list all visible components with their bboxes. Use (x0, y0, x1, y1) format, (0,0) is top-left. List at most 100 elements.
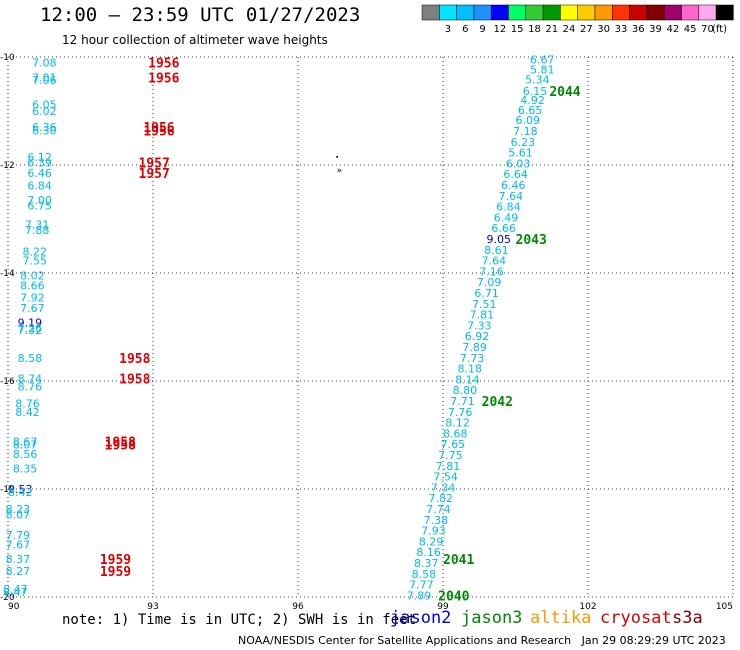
swh-label-west-track: 8.66 (20, 279, 45, 292)
swh-label-west-track: 6.05 (32, 99, 57, 112)
swh-label-west-track: 7.55 (23, 255, 48, 268)
page-title: 12:00 – 23:59 UTC 01/27/2023 (40, 4, 361, 26)
swh-label-west-track: 8.56 (13, 448, 38, 461)
swh-label-east-track: 8.12 (445, 417, 470, 430)
time-label-west-track: 1958 (105, 439, 136, 454)
swh-label-west-track: 6.36 (32, 121, 57, 134)
swh-label-west-track: 7.79 (6, 529, 31, 542)
swh-label-west-track: 6.30 (32, 124, 57, 137)
legend-tick-label: 15 (511, 24, 524, 35)
swh-label-west-track: 7.92 (20, 291, 45, 304)
swh-label-east-track: 5.61 (508, 147, 533, 160)
swh-label-east-track: 8.68 (443, 427, 468, 440)
swh-label-east-track: 6.67 (530, 54, 555, 67)
latitude-tick-label: -20 (0, 593, 15, 603)
swh-label-east-track: 9.05 (487, 233, 512, 246)
swh-label-east-track: 8.37 (414, 557, 439, 570)
swh-label-east-track: 7.65 (441, 438, 466, 451)
swh-label-east-track: 7.74 (426, 503, 451, 516)
swh-label-west-track: 6.75 (27, 200, 52, 213)
swh-label-east-track: 6.71 (474, 287, 499, 300)
swh-label-east-track: 7.71 (450, 395, 475, 408)
time-label-west-track: 1956 (148, 56, 179, 71)
legend-tick-label: 42 (666, 24, 679, 35)
time-label-west-track: 1959 (100, 553, 131, 568)
legend-tick-label: 45 (684, 24, 697, 35)
swh-label-east-track: 6.23 (511, 136, 535, 149)
swh-label-west-track: 8.22 (23, 245, 48, 258)
swh-label-east-track: 7.34 (431, 481, 456, 494)
swh-label-west-track: 9.19 (18, 317, 42, 330)
swh-label-east-track: 7.54 (433, 471, 458, 484)
swh-label-east-track: 7.75 (438, 449, 463, 462)
legend-tick-label: 70 (701, 24, 714, 35)
swh-label-west-track: 6.46 (27, 167, 52, 180)
swh-label-west-track: 8.76 (18, 380, 42, 393)
swh-label-east-track: 7.38 (424, 514, 449, 527)
legend-tick-label: 36 (632, 24, 645, 35)
swh-label-east-track: 7.51 (472, 298, 497, 311)
swh-label-east-track: 7.18 (513, 125, 538, 138)
legend-tick-label: 33 (615, 24, 628, 35)
latitude-tick-label: -10 (0, 53, 15, 63)
swh-label-west-track: 8.37 (6, 553, 31, 566)
swh-label-east-track: 6.66 (491, 222, 516, 235)
swh-label-west-track: 8.42 (8, 486, 33, 499)
legend-tick-label: 30 (597, 24, 610, 35)
legend-unit-label: (ft) (712, 24, 727, 35)
land-marker: » (337, 166, 343, 176)
mission-label-jason3: jason3 (461, 608, 523, 628)
longitude-tick-label: 102 (579, 602, 596, 612)
swh-label-west-track: 9.53 (8, 483, 33, 496)
page-subtitle: 12 hour collection of altimeter wave hei… (62, 33, 328, 47)
time-label-west-track: 1957 (139, 156, 170, 171)
legend-swatch (715, 4, 734, 21)
swh-label-east-track: 6.84 (496, 201, 520, 214)
swh-label-west-track: 7.26 (18, 322, 42, 335)
swh-label-west-track: 7.01 (32, 72, 57, 85)
swh-label-west-track: 8.07 (13, 439, 38, 452)
swh-label-west-track: 8.35 (13, 462, 38, 475)
swh-label-west-track: 7.00 (27, 194, 52, 207)
swh-label-west-track: 8.58 (18, 352, 42, 365)
swh-label-east-track: 7.33 (467, 319, 492, 332)
time-label-east-track: 2043 (516, 233, 547, 248)
swh-label-west-track: 7.67 (6, 539, 31, 552)
mission-label-jason2: jason2 (390, 608, 452, 628)
longitude-tick-label: 96 (292, 602, 304, 612)
swh-label-west-track: 8.47 (3, 583, 28, 596)
swh-label-east-track: 4.92 (520, 94, 545, 107)
mission-label-cryosat: cryosat (600, 608, 672, 628)
swh-label-west-track: 8.27 (6, 565, 31, 578)
wave-height-map: 90 93 96 99 102 105 -10 -12 -14 -16 -18 -20 » 7.08 7.0… (0, 53, 734, 612)
swh-label-east-track: 8.14 (455, 373, 480, 386)
swh-label-east-track: 7.64 (482, 255, 507, 268)
swh-label-west-track: 8.47 (3, 586, 28, 599)
latitude-tick-label: -18 (0, 485, 15, 495)
swh-label-east-track: 8.61 (484, 244, 509, 257)
swh-label-west-track: 6.39 (27, 156, 52, 169)
swh-label-west-track: 8.23 (6, 503, 31, 516)
longitude-tick-label: 90 (8, 602, 20, 612)
swh-label-west-track: 8.67 (13, 435, 38, 448)
swh-label-west-track: 6.84 (27, 180, 52, 193)
legend-tick-label: 24 (563, 24, 576, 35)
time-label-west-track: 1956 (143, 121, 174, 136)
swh-label-west-track: 8.07 (6, 508, 31, 521)
swh-label-east-track: 6.49 (494, 211, 519, 224)
legend-tick-label: 39 (649, 24, 662, 35)
footer-note: note: 1) Time is in UTC; 2) SWH is in fe… (62, 612, 417, 628)
swh-label-east-track: 7.82 (429, 492, 454, 505)
time-label-west-track: 1959 (100, 565, 131, 580)
time-label-east-track: 2044 (549, 85, 580, 100)
color-scale-legend: 3 6 9 12 15 18 21 24 27 30 33 36 39 42 45 70(ft) (421, 4, 734, 35)
time-label-west-track: 1957 (139, 167, 170, 182)
time-label-west-track: 1958 (105, 435, 136, 450)
swh-label-east-track: 6.64 (503, 168, 527, 181)
swh-label-west-track: 8.42 (15, 406, 40, 419)
swh-label-west-track: 8.02 (20, 270, 45, 283)
swh-label-east-track: 6.92 (465, 330, 490, 343)
swh-label-west-track: 6.02 (32, 105, 57, 118)
time-label-west-track: 1956 (143, 124, 174, 139)
swh-label-east-track: 6.15 (523, 85, 548, 98)
